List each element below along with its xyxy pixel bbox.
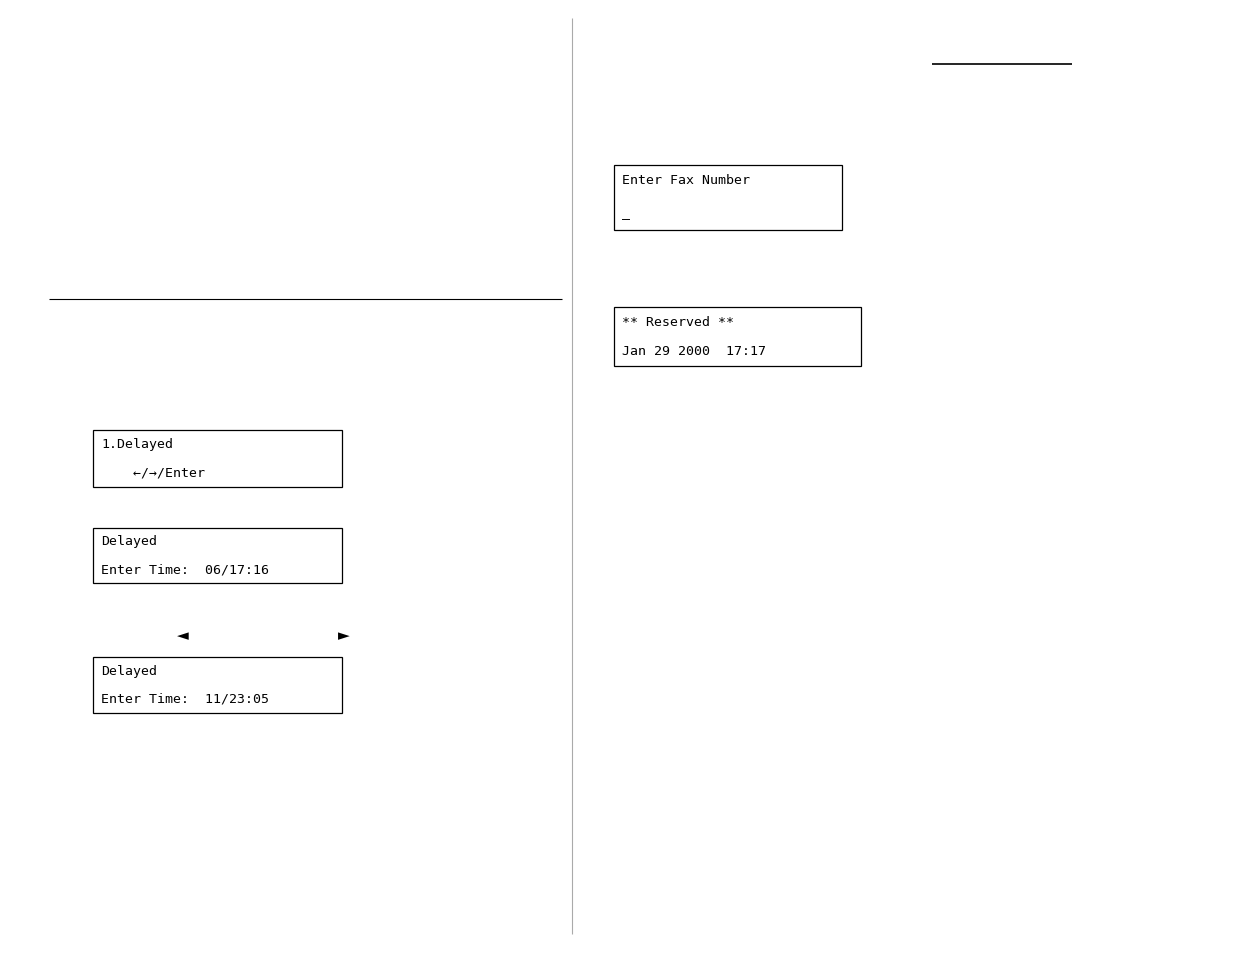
Text: ◄: ◄ (177, 627, 189, 642)
Text: ►: ► (337, 627, 350, 642)
Text: ** Reserved **: ** Reserved ** (622, 315, 735, 328)
FancyBboxPatch shape (614, 308, 861, 367)
Text: 1.Delayed: 1.Delayed (101, 437, 173, 451)
FancyBboxPatch shape (93, 658, 342, 713)
FancyBboxPatch shape (614, 166, 842, 231)
FancyBboxPatch shape (93, 528, 342, 583)
Text: Delayed: Delayed (101, 535, 157, 548)
Text: Enter Time:  06/17:16: Enter Time: 06/17:16 (101, 562, 269, 576)
Text: Delayed: Delayed (101, 664, 157, 678)
Text: Enter Fax Number: Enter Fax Number (622, 173, 751, 187)
Text: Jan 29 2000  17:17: Jan 29 2000 17:17 (622, 345, 767, 357)
Text: ←/→/Enter: ←/→/Enter (101, 466, 205, 479)
Text: _: _ (622, 207, 630, 219)
Text: Enter Time:  11/23:05: Enter Time: 11/23:05 (101, 692, 269, 705)
FancyBboxPatch shape (93, 431, 342, 488)
